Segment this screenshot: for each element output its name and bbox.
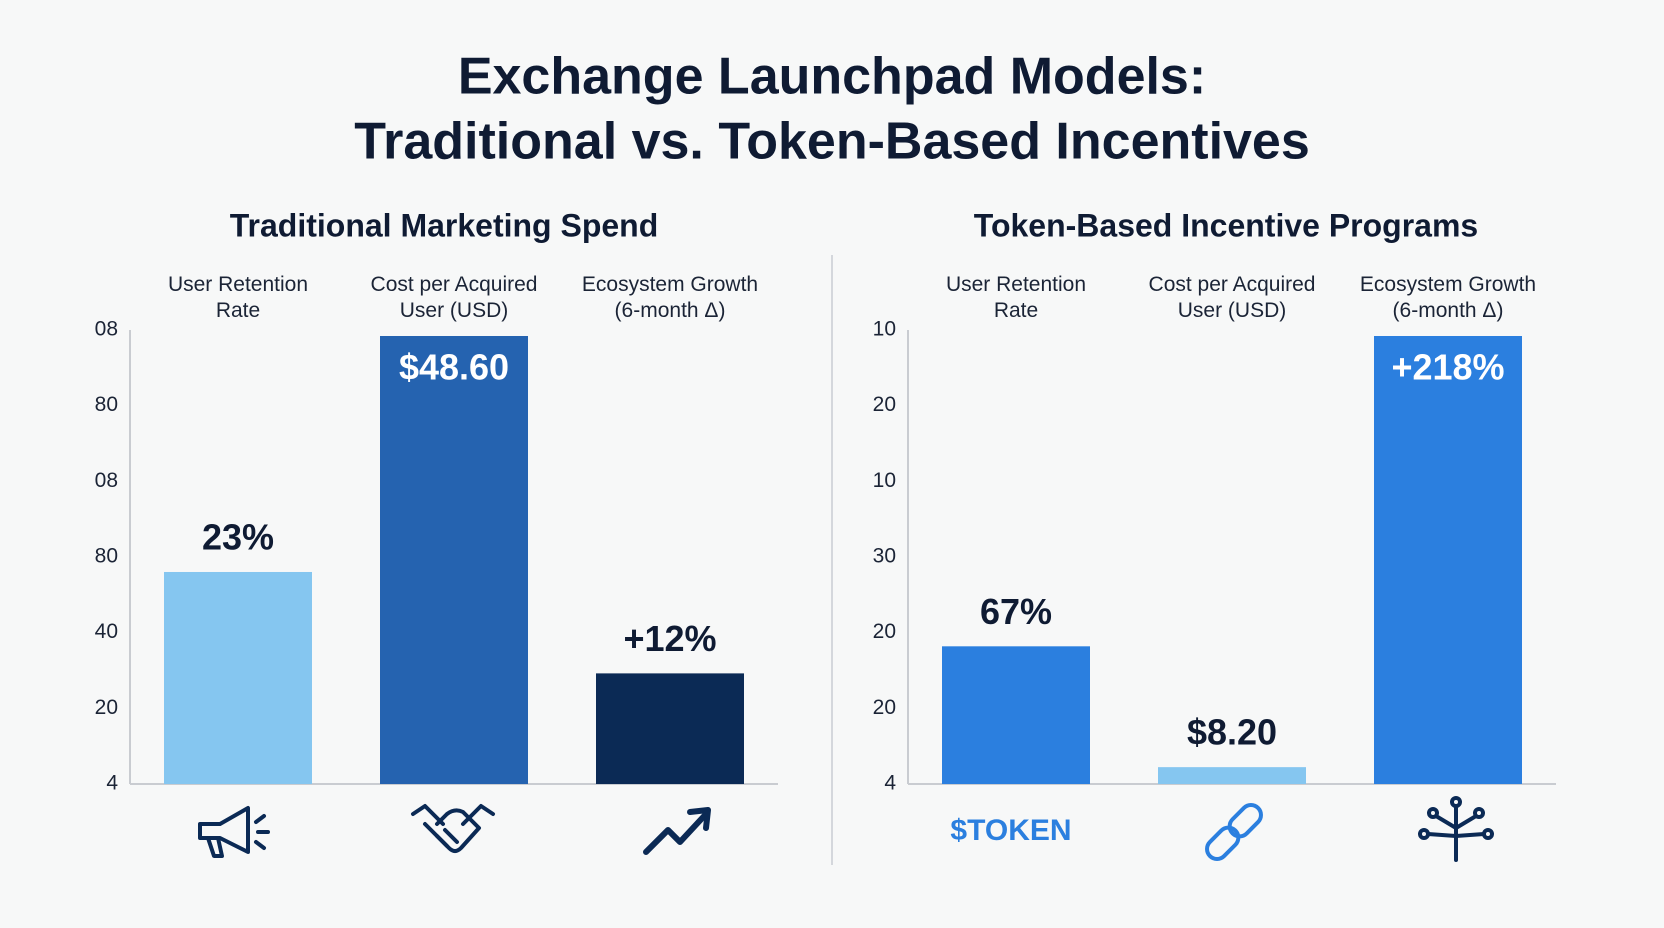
bar [942,646,1090,784]
y-axis-label: 20 [95,696,118,719]
bar [596,673,744,784]
bar [1158,767,1306,784]
category-label: Cost per Acquired User (USD) [371,273,538,322]
y-axis-label: 40 [95,620,118,643]
token-label: $TOKEN [950,814,1071,847]
chart-title: Traditional Marketing Spend [230,207,659,243]
y-axis-label: 20 [873,696,896,719]
bar [1374,336,1522,784]
y-axis-label: 08 [95,318,118,341]
y-axis-label: 10 [873,318,896,341]
y-axis-label: 80 [95,393,118,416]
y-axis-label: 4 [884,772,896,795]
y-axis-label: 30 [873,545,896,568]
category-label: Ecosystem Growth (6-month Δ) [582,273,758,322]
category-label: User Retention Rate [168,273,308,322]
value-label: 67% [980,591,1052,632]
category-label: User Retention Rate [946,273,1086,322]
bar [380,336,528,784]
growth-arrow-icon [643,807,711,855]
y-axis-label: 80 [95,545,118,568]
value-label: 23% [202,516,274,557]
value-label: +12% [623,618,716,659]
megaphone-icon [198,806,270,858]
chain-icon [1205,803,1263,861]
value-label: $8.20 [1187,712,1277,753]
y-axis-label: 20 [873,393,896,416]
network-icon [1418,796,1494,862]
chart-title: Token-Based Incentive Programs [974,207,1478,243]
bar [164,571,312,784]
handshake-icon [411,804,495,853]
y-axis-label: 10 [873,469,896,492]
category-label: Cost per Acquired User (USD) [1149,273,1316,322]
value-label: +218% [1391,347,1504,388]
y-axis-label: 20 [873,620,896,643]
title-line: Exchange Launchpad Models: [458,48,1206,106]
title-line: Traditional vs. Token-Based Incentives [354,113,1310,171]
value-label: $48.60 [399,347,509,388]
y-axis-label: 4 [106,772,118,795]
category-label: Ecosystem Growth (6-month Δ) [1360,273,1536,322]
y-axis-label: 08 [95,469,118,492]
